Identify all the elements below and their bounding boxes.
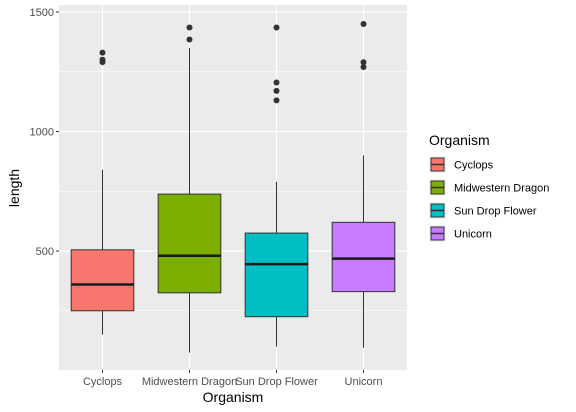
x-tick-label: Sun Drop Flower <box>235 376 318 388</box>
legend-label: Sun Drop Flower <box>454 206 537 218</box>
legend-label: Cyclops <box>454 160 494 172</box>
y-axis-ticks: 500 1000 1500 <box>30 7 59 258</box>
outlier-point <box>274 88 280 94</box>
legend-item: Sun Drop Flower <box>429 202 537 219</box>
outlier-point <box>100 50 106 56</box>
y-tick-label: 1000 <box>30 127 54 139</box>
plot-background <box>59 5 407 370</box>
y-axis-title: length <box>6 169 22 207</box>
outlier-point <box>100 57 106 63</box>
box-body <box>332 222 395 291</box>
box-body <box>71 250 134 311</box>
box-body <box>158 194 221 293</box>
legend-title: Organism <box>429 132 490 148</box>
legend-item: Cyclops <box>429 156 494 173</box>
legend-label: Unicorn <box>454 229 492 241</box>
legend-label: Midwestern Dragon <box>454 183 549 195</box>
legend-item: Unicorn <box>429 225 492 242</box>
outlier-point <box>361 21 367 27</box>
outlier-point <box>274 25 280 31</box>
outlier-point <box>274 80 280 86</box>
outlier-point <box>187 25 193 31</box>
x-tick-label: Cyclops <box>83 376 123 388</box>
x-axis-title: Organism <box>203 389 264 405</box>
legend: Organism Cyclops Midwestern Dragon Sun Dro… <box>429 132 549 242</box>
legend-items: Cyclops Midwestern Dragon Sun Drop Flower U… <box>429 156 549 242</box>
y-tick-label: 500 <box>36 246 54 258</box>
x-tick-label: Midwestern Dragon <box>142 376 237 388</box>
outlier-point <box>361 59 367 65</box>
legend-item: Midwestern Dragon <box>429 179 549 196</box>
outlier-point <box>187 36 193 42</box>
y-tick-label: 1500 <box>30 7 54 19</box>
outlier-point <box>274 97 280 103</box>
x-tick-label: Unicorn <box>345 376 383 388</box>
box-body <box>245 233 308 317</box>
